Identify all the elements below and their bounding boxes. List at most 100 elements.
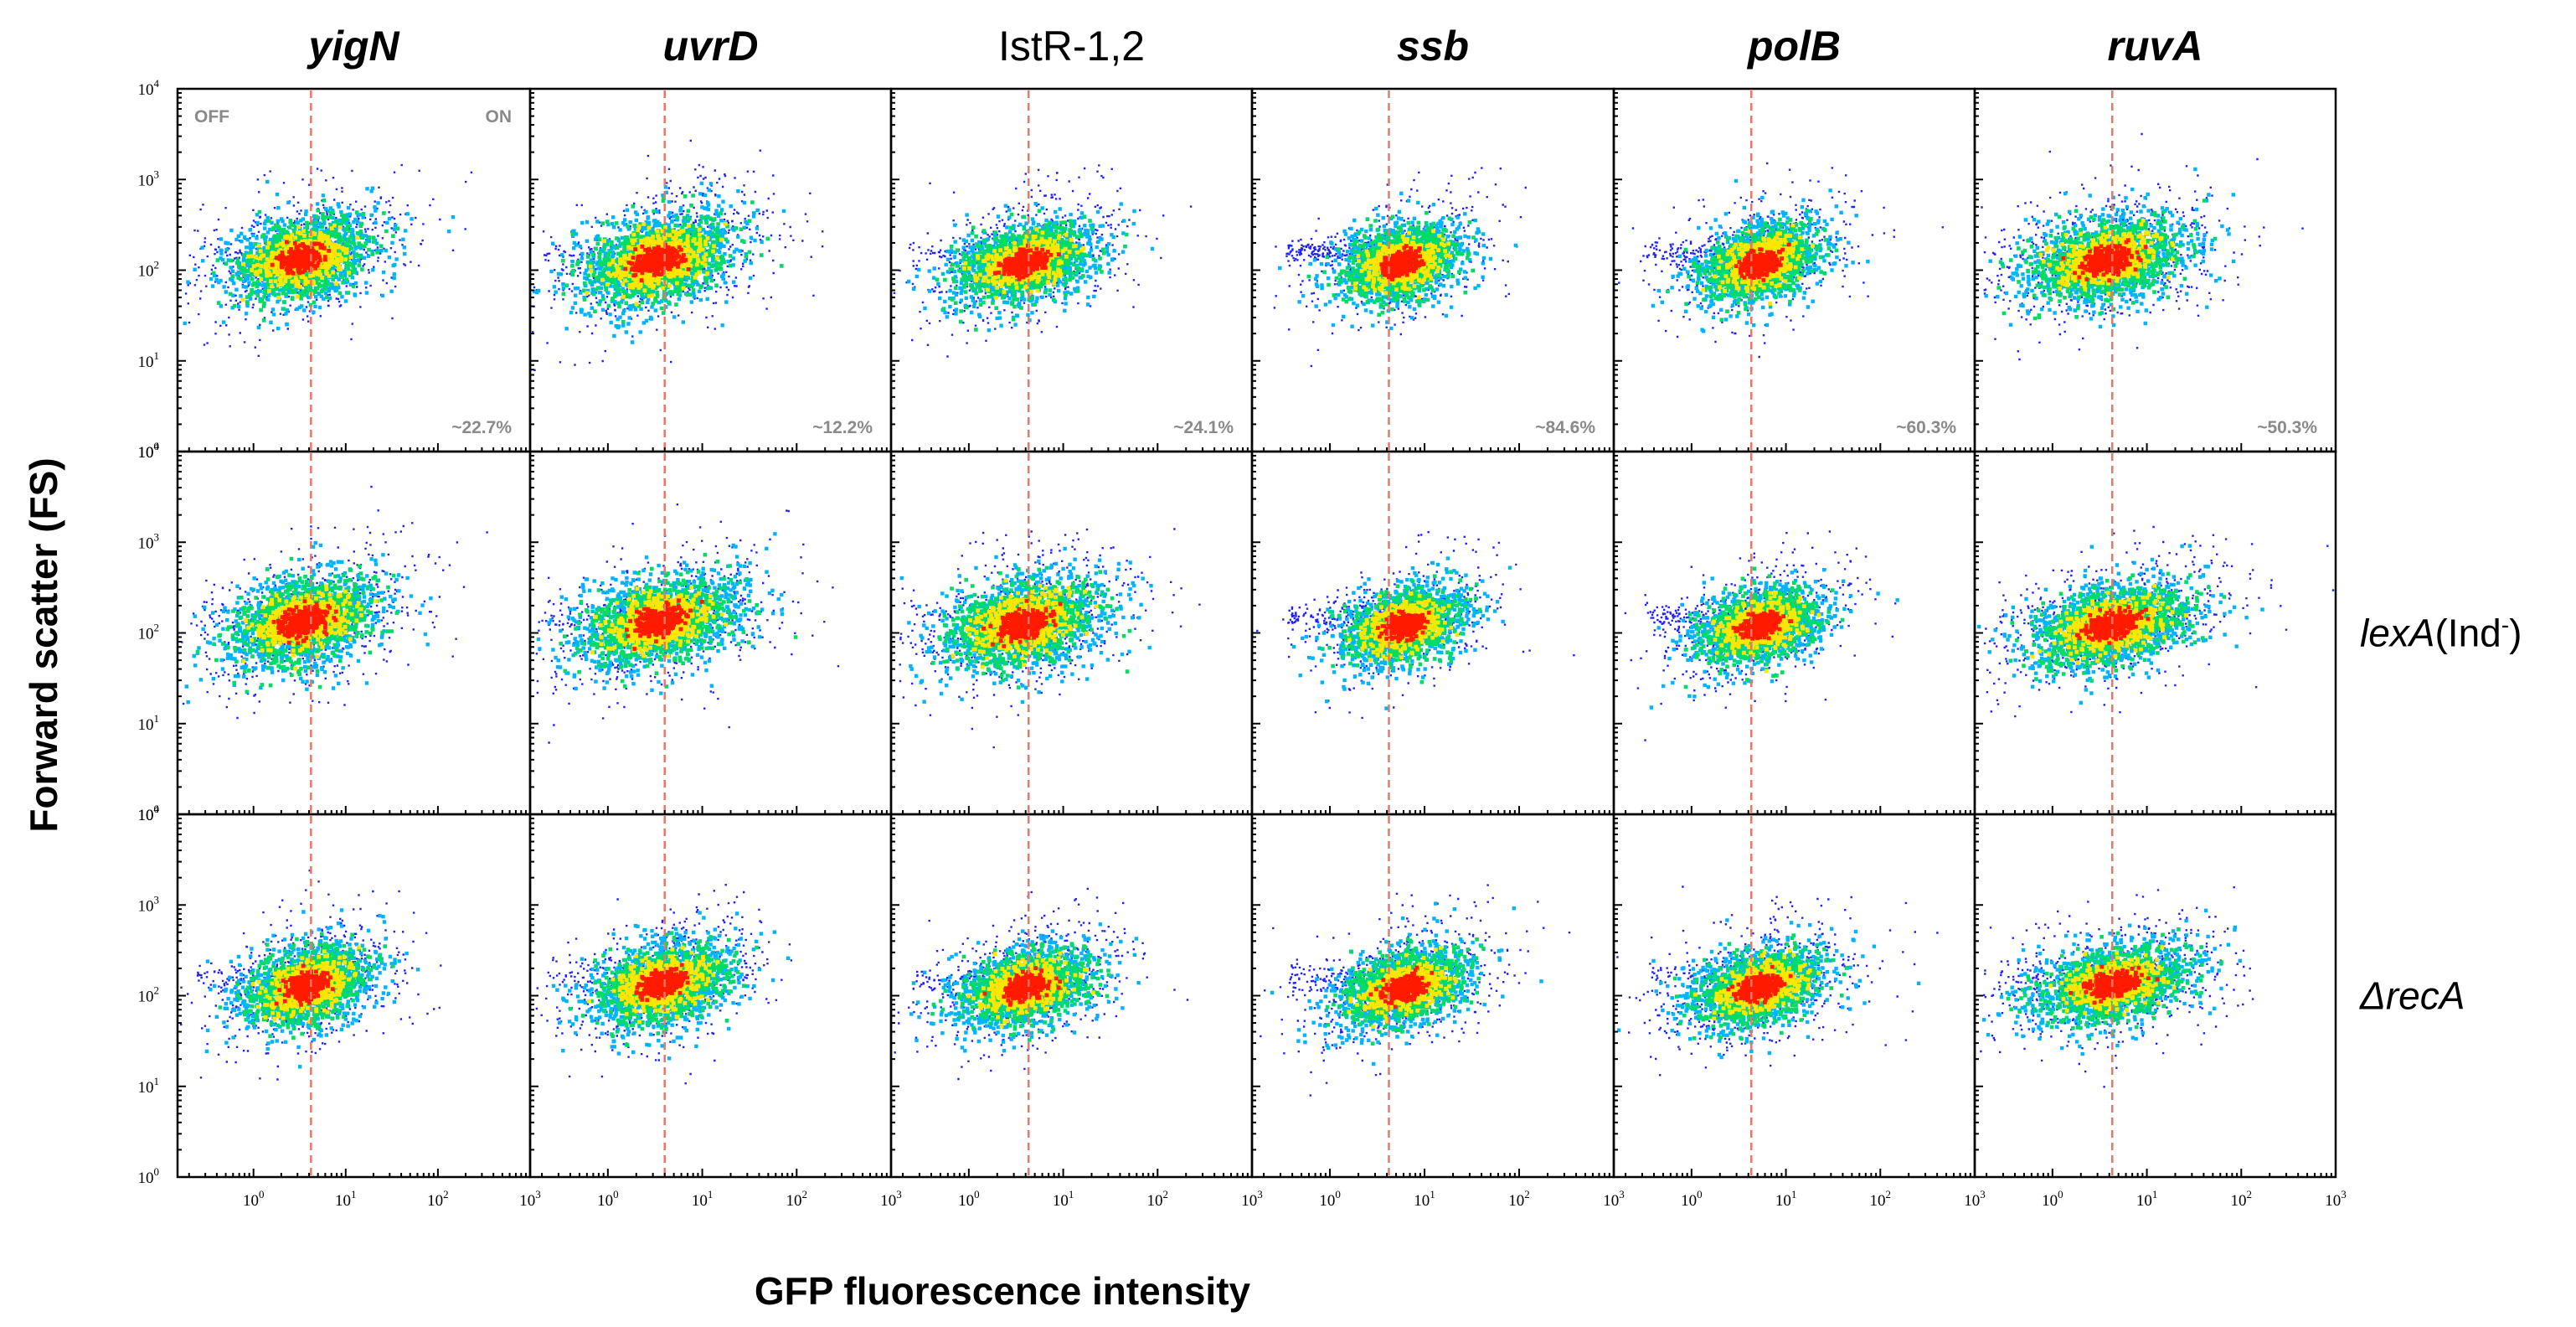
x-tick-label: 100	[1319, 1188, 1341, 1210]
on-percent-label: ~60.3%	[1896, 418, 1956, 437]
panel	[1250, 813, 1615, 1179]
column-title: IstR-1,2	[998, 23, 1145, 70]
x-tick-label: 102	[1870, 1188, 1892, 1210]
panel	[1250, 450, 1615, 816]
row-label: lexA(Ind-)	[2360, 612, 2522, 655]
x-tick-label: 103	[1964, 1188, 1986, 1210]
column-titles: yigN uvrD IstR-1,2 ssb polB ruvA	[306, 23, 2202, 70]
column-title: yigN	[306, 23, 399, 70]
y-axis-title: Forward scatter (FS)	[22, 457, 65, 832]
x-tick-label: 102	[1147, 1188, 1169, 1210]
x-tick-label: 102	[1508, 1188, 1530, 1210]
panel: ~60.3%	[1612, 87, 1976, 453]
panel-grid: ~22.7% OFF ON ~12.2% ~24.1% ~84.6% ~60.3% ~50.3…	[176, 87, 2337, 1179]
panel: ~84.6%	[1250, 87, 1615, 453]
y-tick-label: 103	[138, 530, 160, 552]
row-label: ΔrecA	[2359, 974, 2465, 1018]
y-tick-label: 101	[138, 712, 160, 734]
x-tick-label: 103	[880, 1188, 902, 1210]
x-tick-label: 100	[597, 1188, 619, 1210]
y-tick-label: 104	[138, 803, 160, 824]
panel: ~50.3%	[1973, 87, 2337, 453]
density-points	[274, 963, 335, 1007]
x-tick-label: 100	[243, 1188, 265, 1210]
x-tick-label: 101	[335, 1188, 357, 1210]
on-percent-label: ~84.6%	[1535, 418, 1595, 437]
panel: ~22.7% OFF ON	[176, 87, 532, 453]
x-tick-label: 103	[2325, 1188, 2347, 1210]
row-labels: lexA(Ind-) ΔrecA	[2359, 612, 2522, 1018]
panel	[889, 450, 1254, 816]
on-gate-label: ON	[486, 107, 513, 127]
density-points	[270, 240, 332, 276]
x-tick-label: 102	[2231, 1188, 2253, 1210]
density-points	[982, 966, 1063, 1007]
x-tick-label: 101	[1053, 1188, 1074, 1210]
x-tick-label: 102	[427, 1188, 449, 1210]
panel	[1973, 450, 2337, 816]
y-tick-label: 101	[138, 349, 160, 371]
column-title: uvrD	[663, 23, 759, 70]
density-points	[1368, 965, 1435, 1009]
off-gate-label: OFF	[194, 107, 229, 127]
y-tick-label: 104	[138, 440, 160, 462]
x-tick-label: 100	[2042, 1188, 2063, 1210]
x-tick-label: 103	[1241, 1188, 1263, 1210]
density-points	[992, 243, 1061, 281]
panel	[1612, 813, 1976, 1179]
y-tick-label: 104	[138, 77, 160, 99]
x-tick-label: 101	[2136, 1188, 2158, 1210]
panel	[1973, 813, 2337, 1179]
density-points	[1734, 242, 1791, 282]
density-points	[2074, 605, 2151, 645]
panel	[1612, 450, 1976, 816]
x-tick-label: 101	[1414, 1188, 1435, 1210]
panel: ~12.2%	[528, 87, 893, 453]
y-tick-label: 102	[138, 622, 160, 643]
x-axis-tick-labels: 100 101 102 103 100 101 102 103 100 101 102 103 100 1…	[243, 1188, 2347, 1210]
y-tick-label: 100	[138, 1165, 160, 1187]
density-points	[1260, 884, 1571, 1097]
density-points	[1731, 609, 1794, 641]
y-tick-label: 100	[138, 440, 160, 462]
density-points	[532, 139, 824, 371]
on-percent-label: ~12.2%	[812, 418, 873, 437]
x-tick-label: 102	[786, 1188, 808, 1210]
x-axis-title: GFP fluorescence intensity	[755, 1269, 1251, 1313]
density-points	[181, 485, 488, 720]
panel	[528, 813, 893, 1179]
on-percent-label: ~24.1%	[1173, 418, 1234, 437]
y-tick-label: 100	[138, 803, 160, 824]
panel: ~24.1%	[889, 87, 1254, 453]
y-tick-label: 103	[138, 893, 160, 915]
x-tick-label: 103	[519, 1188, 541, 1210]
density-points	[931, 565, 1132, 689]
x-tick-label: 101	[1775, 1188, 1797, 1210]
x-tick-label: 101	[692, 1188, 714, 1210]
panel	[889, 813, 1254, 1179]
density-points	[2061, 238, 2148, 283]
panel	[528, 450, 893, 816]
column-title: ssb	[1397, 23, 1469, 70]
on-percent-label: ~22.7%	[451, 418, 512, 437]
column-title: polB	[1746, 23, 1841, 70]
y-tick-label: 102	[138, 984, 160, 1006]
panel	[176, 813, 532, 1179]
column-title: ruvA	[2108, 23, 2203, 70]
y-tick-label: 101	[138, 1075, 160, 1097]
density-points	[1379, 244, 1426, 281]
density-points	[625, 598, 704, 651]
y-axis-tick-labels: 1001011021031041001011021031041001011021…	[138, 77, 160, 1187]
density-points	[1726, 964, 1793, 1005]
density-points	[2069, 964, 2160, 1005]
density-points	[536, 532, 785, 695]
density-points	[623, 243, 691, 283]
density-points	[634, 963, 690, 1003]
y-tick-label: 103	[138, 168, 160, 189]
panel	[176, 450, 532, 816]
x-tick-label: 100	[1681, 1188, 1703, 1210]
x-tick-label: 103	[1603, 1188, 1625, 1210]
density-points	[271, 599, 338, 646]
y-tick-label: 102	[138, 259, 160, 281]
